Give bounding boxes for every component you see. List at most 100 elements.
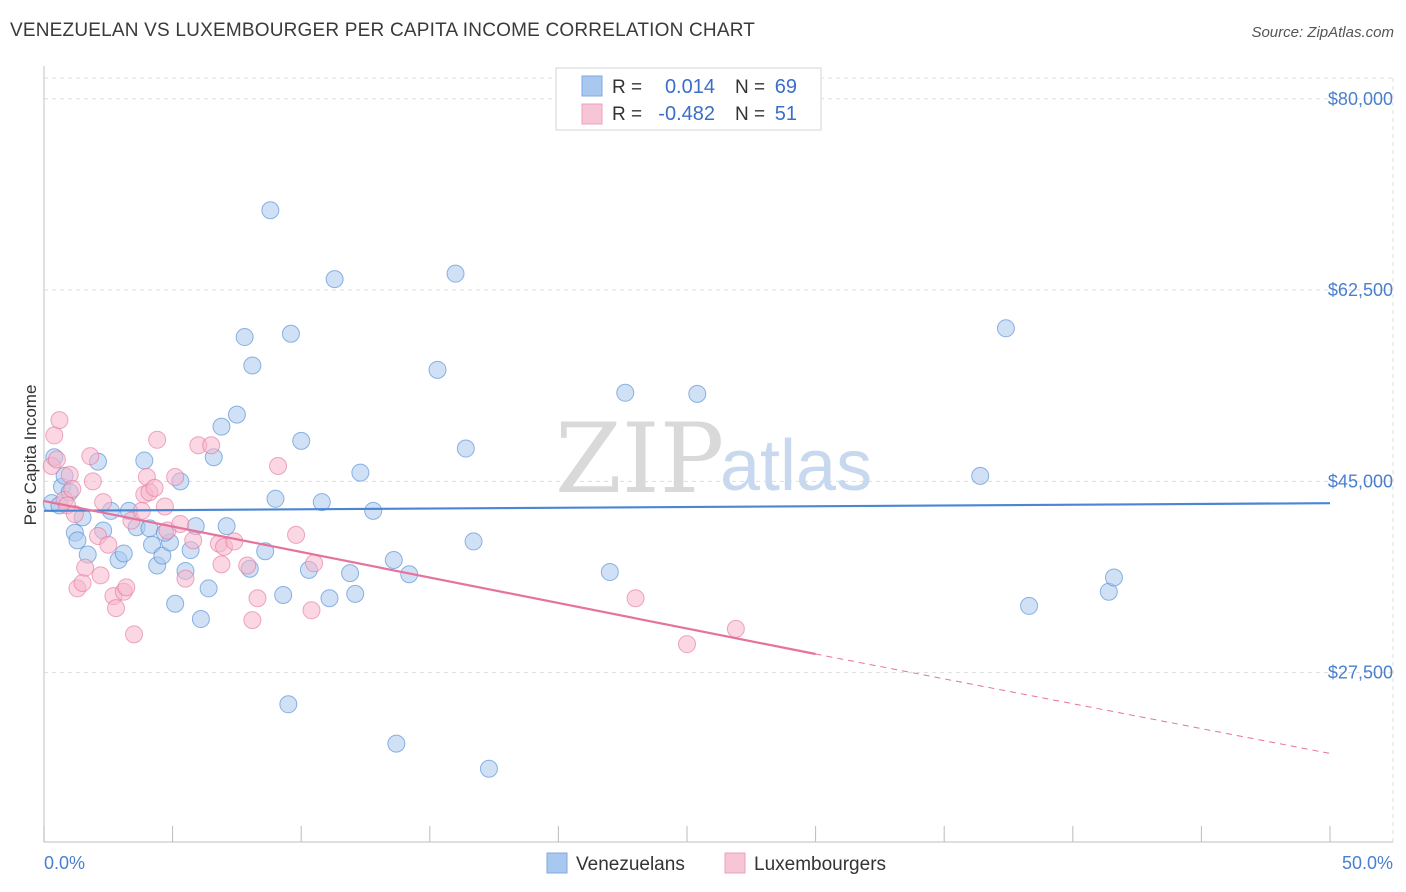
luxembourgers-point (287, 525, 306, 544)
venezuelans-point (446, 264, 465, 283)
venezuelans-point (616, 383, 635, 402)
venezuelans-point (191, 610, 210, 629)
luxembourgers-point (212, 555, 231, 574)
venezuelans-point (266, 489, 285, 508)
venezuelans-point (456, 439, 475, 458)
venezuelans-point (971, 466, 990, 485)
luxembourgers-point (166, 467, 185, 486)
watermark: ZIP atlas (555, 403, 872, 515)
venezuelans-point (279, 695, 298, 714)
legend-swatch-luxembourgers (581, 103, 603, 125)
legend-r-value-2: -0.482 (658, 103, 715, 125)
legend-n-label-1: N = (735, 77, 765, 98)
luxembourgers-point (678, 635, 696, 654)
legend-n-value-2: 51 (775, 103, 797, 125)
luxembourgers-point (248, 589, 267, 608)
x-tick-label-max: 50.0% (1342, 853, 1393, 873)
venezuelans-point (235, 328, 254, 347)
venezuelans-point (428, 360, 447, 379)
luxembourgers-point (73, 573, 92, 592)
venezuelans-point (312, 493, 331, 512)
luxembourgers-trend-extension (815, 653, 1331, 754)
luxembourgers-point (83, 472, 102, 491)
trend-lines (43, 499, 1331, 754)
venezuelans-point (217, 517, 236, 536)
legend-n-value-1: 69 (775, 76, 797, 98)
luxembourgers-point (81, 447, 100, 466)
y-axis-title: Per Capita Income (21, 385, 40, 526)
legend-swatch-venezuelans (581, 75, 603, 97)
luxembourgers-point (243, 611, 262, 630)
luxembourgers-point (76, 558, 95, 577)
y-tick-label: $27,500 (1328, 663, 1393, 683)
luxembourgers-point (302, 601, 321, 620)
venezuelans-trend-line (43, 502, 1331, 512)
luxembourgers-point (63, 479, 82, 498)
luxembourgers-point (99, 535, 118, 554)
legend-n-label-2: N = (735, 104, 765, 125)
venezuelans-point (384, 551, 403, 570)
venezuelans-point (351, 463, 370, 482)
series-legend-swatch-luxembourgers (724, 852, 746, 874)
luxembourgers-point (225, 532, 244, 551)
venezuelans-point (281, 324, 300, 343)
venezuelans-point (166, 594, 185, 613)
luxembourgers-point (176, 569, 195, 588)
luxembourgers-point (117, 578, 136, 597)
venezuelans-point (1020, 596, 1039, 615)
luxembourgers-point (184, 531, 203, 550)
luxembourgers-point (145, 478, 164, 497)
venezuelans-point (274, 585, 293, 604)
legend-r-label-1: R = (612, 77, 642, 98)
series-legend: Venezuelans Luxembourgers (546, 852, 886, 875)
source-label: Source: ZipAtlas.com (1251, 24, 1394, 41)
luxembourgers-point (202, 436, 221, 455)
venezuelans-point (261, 201, 280, 220)
luxembourgers-point (305, 554, 324, 573)
luxembourgers-point (155, 497, 174, 516)
y-tick-label: $45,000 (1328, 471, 1393, 491)
venezuelans-point (479, 759, 498, 778)
series-legend-luxembourgers: Luxembourgers (754, 854, 886, 875)
watermark-zip: ZIP (555, 403, 724, 515)
luxembourgers-point (107, 599, 126, 618)
venezuelans-point (364, 501, 383, 520)
venezuelans-point (135, 451, 154, 470)
venezuelans-point (1104, 568, 1123, 587)
luxembourgers-point (91, 566, 110, 585)
legend-r-value-1: 0.014 (665, 76, 715, 98)
y-tick-label: $80,000 (1328, 89, 1393, 109)
legend-r-label-2: R = (612, 104, 642, 125)
venezuelans-point (387, 734, 406, 753)
luxembourgers-point (148, 430, 167, 449)
luxembourgers-point (626, 589, 645, 608)
luxembourgers-point (45, 426, 64, 445)
luxembourgers-point (125, 625, 144, 644)
venezuelans-point (143, 535, 162, 554)
y-tick-label: $62,500 (1328, 280, 1393, 300)
venezuelans-point (341, 564, 360, 583)
luxembourgers-trend-line (43, 499, 816, 656)
data-points (42, 201, 1123, 778)
venezuelans-point (243, 356, 262, 375)
series-legend-venezuelans: Venezuelans (576, 854, 685, 875)
luxembourgers-point (94, 493, 113, 512)
venezuelans-point (346, 584, 365, 603)
luxembourgers-point (50, 411, 69, 430)
luxembourgers-point (269, 457, 288, 476)
axes (43, 66, 1393, 843)
venezuelans-point (114, 544, 133, 563)
venezuelans-point (212, 417, 231, 436)
venezuelans-point (996, 319, 1015, 338)
luxembourgers-point (47, 450, 66, 469)
venezuelans-point (256, 542, 275, 561)
chart-title: VENEZUELAN VS LUXEMBOURGER PER CAPITA IN… (10, 20, 756, 41)
venezuelans-point (688, 384, 707, 403)
stats-legend: R = 0.014 N = 69 R = -0.482 N = 51 (555, 67, 822, 131)
luxembourgers-point (726, 619, 745, 638)
venezuelans-point (600, 563, 619, 582)
venezuelans-point (68, 531, 87, 550)
series-legend-swatch-venezuelans (546, 852, 568, 874)
venezuelans-point (227, 405, 246, 424)
